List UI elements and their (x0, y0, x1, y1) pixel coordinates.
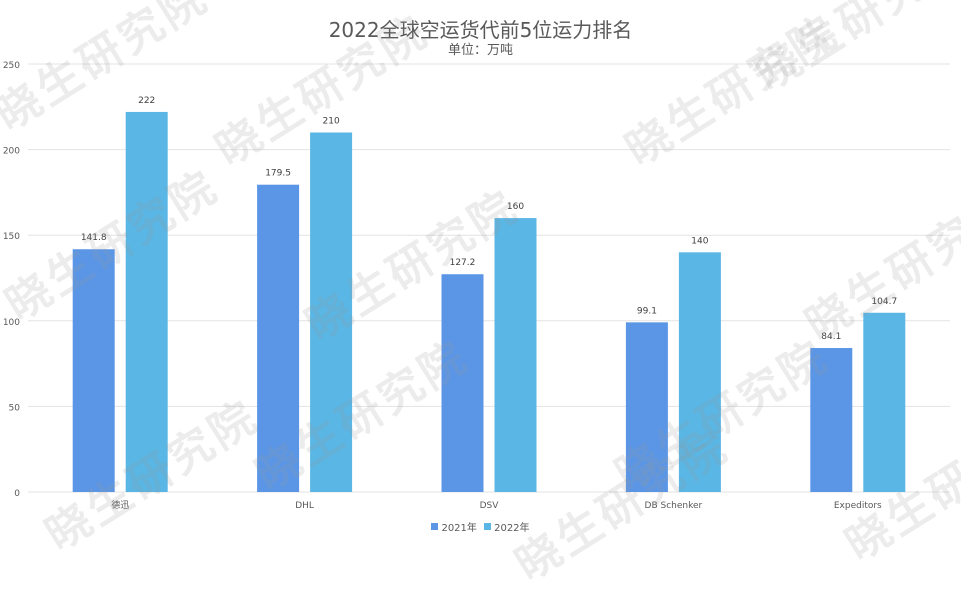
legend-swatch-2021 (431, 523, 439, 530)
bar-2021 (625, 322, 668, 492)
x-tick-label: DHL (295, 501, 314, 511)
y-tick-label: 150 (3, 232, 20, 242)
legend-item-2021[interactable]: 2021年 (431, 519, 477, 534)
legend-item-2022[interactable]: 2022年 (484, 519, 530, 534)
data-label: 99.1 (637, 306, 657, 316)
bar-2022 (678, 252, 721, 492)
data-label: 141.8 (81, 233, 107, 243)
x-tick-label: DSV (480, 501, 500, 511)
y-tick-label: 50 (9, 403, 21, 413)
y-tick-label: 0 (14, 489, 20, 499)
x-tick-label: Expeditors (834, 501, 882, 511)
legend-swatch-2022 (484, 523, 492, 530)
chart-title: 2022全球空运货代前5位运力排名 (328, 18, 633, 42)
data-label: 222 (138, 96, 155, 106)
y-tick-label: 200 (3, 147, 20, 157)
bar-2021 (441, 274, 484, 492)
legend: 2021年 2022年 (0, 519, 961, 534)
bar-2021 (257, 184, 300, 493)
bar-2022 (494, 218, 537, 492)
y-tick-label: 250 (3, 61, 20, 71)
data-label: 84.1 (821, 332, 841, 342)
bar-2022 (310, 132, 353, 493)
x-tick-label: DB Schenker (645, 501, 703, 511)
y-tick-label: 100 (3, 318, 20, 328)
legend-label-2021: 2021年 (441, 523, 477, 534)
chart-subtitle: 单位：万吨 (447, 43, 513, 58)
data-label: 140 (691, 236, 708, 246)
data-label: 160 (507, 202, 524, 212)
bar-chart: 0 50 100 150 200 250 141.8 222 德迅 179.5 210 DHL 127.… (3, 61, 950, 511)
bar-2022 (125, 111, 168, 492)
bar-2021 (72, 249, 115, 492)
data-label: 127.2 (450, 258, 476, 268)
data-label: 179.5 (265, 169, 291, 179)
legend-label-2022: 2022年 (494, 523, 530, 534)
bar-2021 (810, 348, 853, 492)
x-tick-label: 德迅 (111, 499, 129, 511)
data-label: 104.7 (871, 297, 897, 307)
bar-2022 (863, 312, 906, 492)
data-label: 210 (323, 116, 340, 126)
